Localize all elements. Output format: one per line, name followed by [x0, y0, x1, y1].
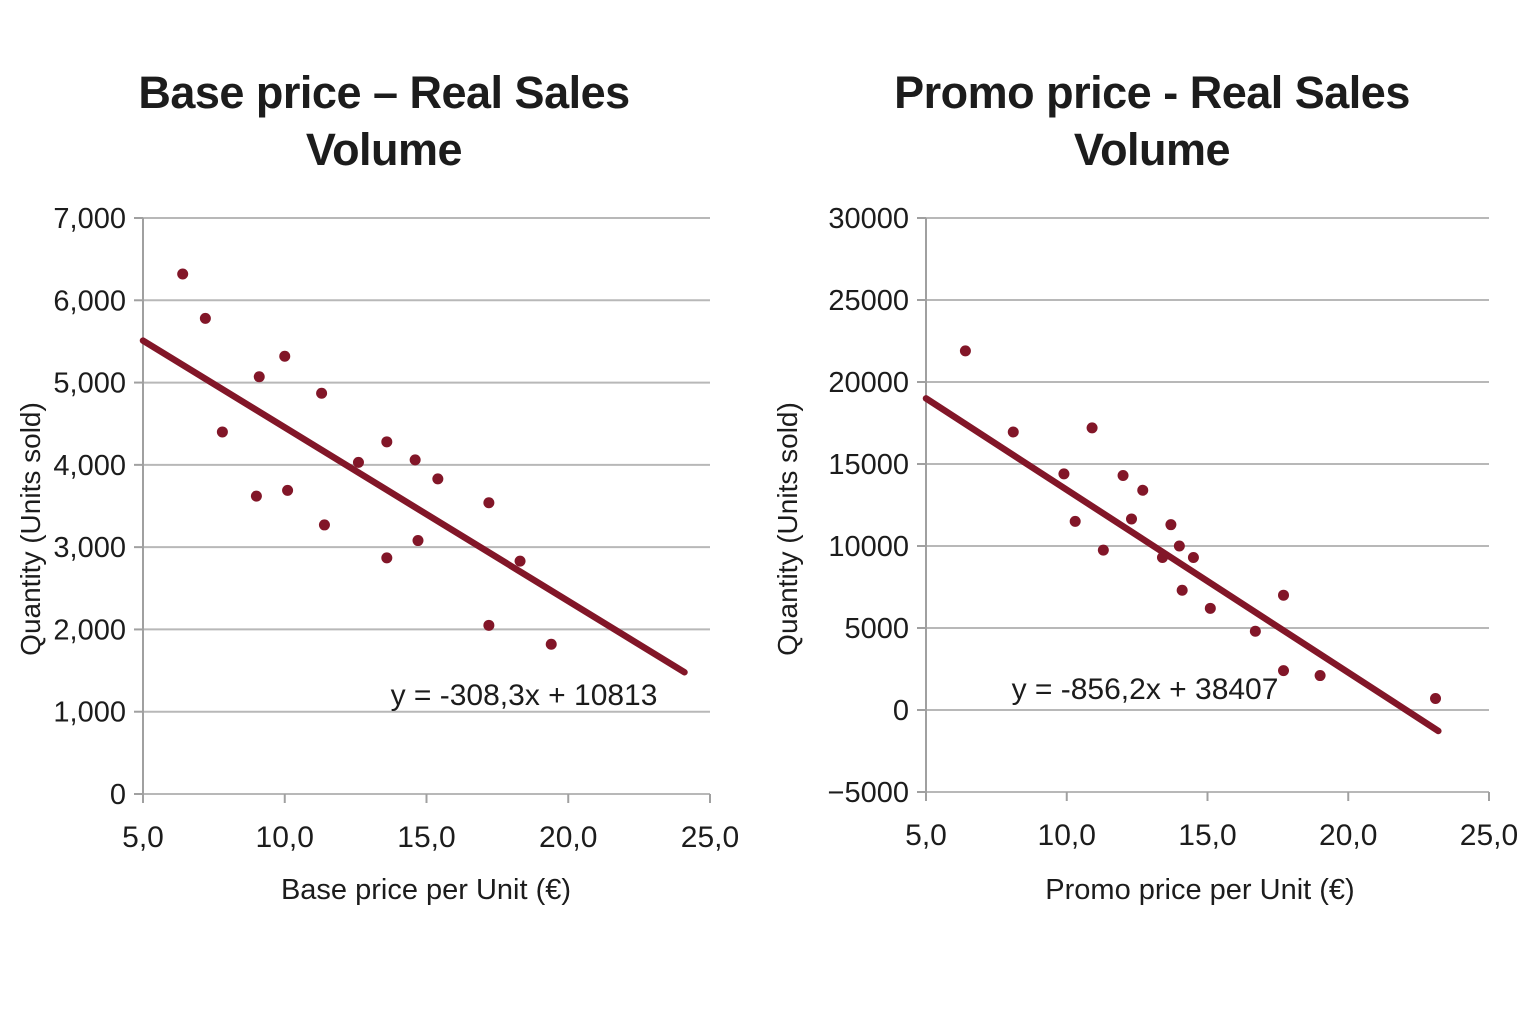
trendline [922, 395, 1442, 735]
data-point [1117, 469, 1129, 481]
data-point [1176, 584, 1188, 596]
y-tick-label: 20000 [828, 367, 909, 399]
y-tick-label: 4,000 [53, 450, 126, 482]
chart-title-base-price: Base price – Real Sales Volume [138, 67, 630, 175]
data-point [545, 638, 557, 650]
data-point [352, 456, 364, 468]
data-point [1137, 484, 1149, 496]
x-tick-label: 20,0 [1319, 819, 1377, 852]
data-point [1086, 422, 1098, 434]
data-point [1430, 693, 1442, 705]
y-tick-label: 7,000 [53, 203, 126, 235]
data-point [1069, 515, 1081, 527]
x-axis-title-promo-price: Promo price per Unit (€) [1045, 874, 1355, 906]
data-point [483, 619, 495, 631]
x-tick-label: 15,0 [1178, 819, 1236, 852]
data-point [959, 345, 971, 357]
x-tick-label: 10,0 [256, 821, 314, 854]
x-tick-label: 20,0 [539, 821, 597, 854]
data-point [1314, 670, 1326, 682]
data-point [409, 454, 421, 466]
y-tick-label: 5000 [844, 613, 909, 645]
data-point [514, 555, 526, 567]
y-tick-label: 10000 [828, 531, 909, 563]
data-point [279, 350, 291, 362]
data-point [1278, 665, 1290, 677]
data-point [1249, 625, 1261, 637]
x-tick-label: 15,0 [397, 821, 455, 854]
trendline [139, 337, 688, 676]
y-tick-label: 15000 [828, 449, 909, 481]
data-point [1097, 544, 1109, 556]
data-point [250, 490, 262, 502]
y-axis-title-base-price: Quantity (Units sold) [15, 402, 46, 656]
data-point [1058, 468, 1070, 480]
data-point [412, 535, 424, 547]
x-tick-label: 25,0 [681, 821, 739, 854]
data-point [381, 436, 393, 448]
y-tick-label: −5000 [828, 777, 909, 809]
data-point [1204, 602, 1216, 614]
chart-title-promo-price: Promo price - Real Sales Volume [894, 67, 1410, 175]
y-axis-title-promo-price: Quantity (Units sold) [772, 402, 803, 656]
chart-promo-price: 30000 25000 20000 15000 10000 5000 0 −5000 5,0 10… [828, 203, 1519, 852]
data-point [318, 519, 330, 531]
y-tick-label: 30000 [828, 203, 909, 235]
data-point [1278, 589, 1290, 601]
y-tick-label: 6,000 [53, 285, 126, 317]
data-point [199, 312, 211, 324]
y-tick-label: 2,000 [53, 614, 126, 646]
data-point [316, 387, 328, 399]
x-tick-label: 5,0 [122, 821, 164, 854]
data-point [1173, 540, 1185, 552]
data-point [1007, 426, 1019, 438]
data-point [282, 484, 294, 496]
y-tick-label: 3,000 [53, 532, 126, 564]
x-tick-label: 25,0 [1460, 819, 1518, 852]
data-point [1187, 551, 1199, 563]
x-tick-label: 5,0 [905, 819, 947, 852]
trendline-equation-base-price: y = -308,3x + 10813 [390, 679, 658, 712]
trendline-equation-promo-price: y = -856,2x + 38407 [1011, 673, 1279, 706]
data-point [1125, 513, 1137, 525]
chart-base-price: 7,000 6,000 5,000 4,000 3,000 2,000 1,000 0 5,0 1… [53, 203, 739, 854]
data-point [1165, 519, 1177, 531]
y-tick-label: 1,000 [53, 697, 126, 729]
data-point [381, 552, 393, 564]
data-point [177, 268, 189, 280]
y-tick-label: 0 [893, 695, 909, 727]
y-tick-label: 0 [110, 779, 126, 811]
data-point [253, 371, 265, 383]
x-tick-label: 10,0 [1038, 819, 1096, 852]
data-point [432, 473, 444, 485]
data-point [216, 426, 228, 438]
y-tick-label: 5,000 [53, 368, 126, 400]
data-point [483, 497, 495, 509]
x-axis-title-base-price: Base price per Unit (€) [280, 874, 572, 906]
y-tick-label: 25000 [828, 285, 909, 317]
